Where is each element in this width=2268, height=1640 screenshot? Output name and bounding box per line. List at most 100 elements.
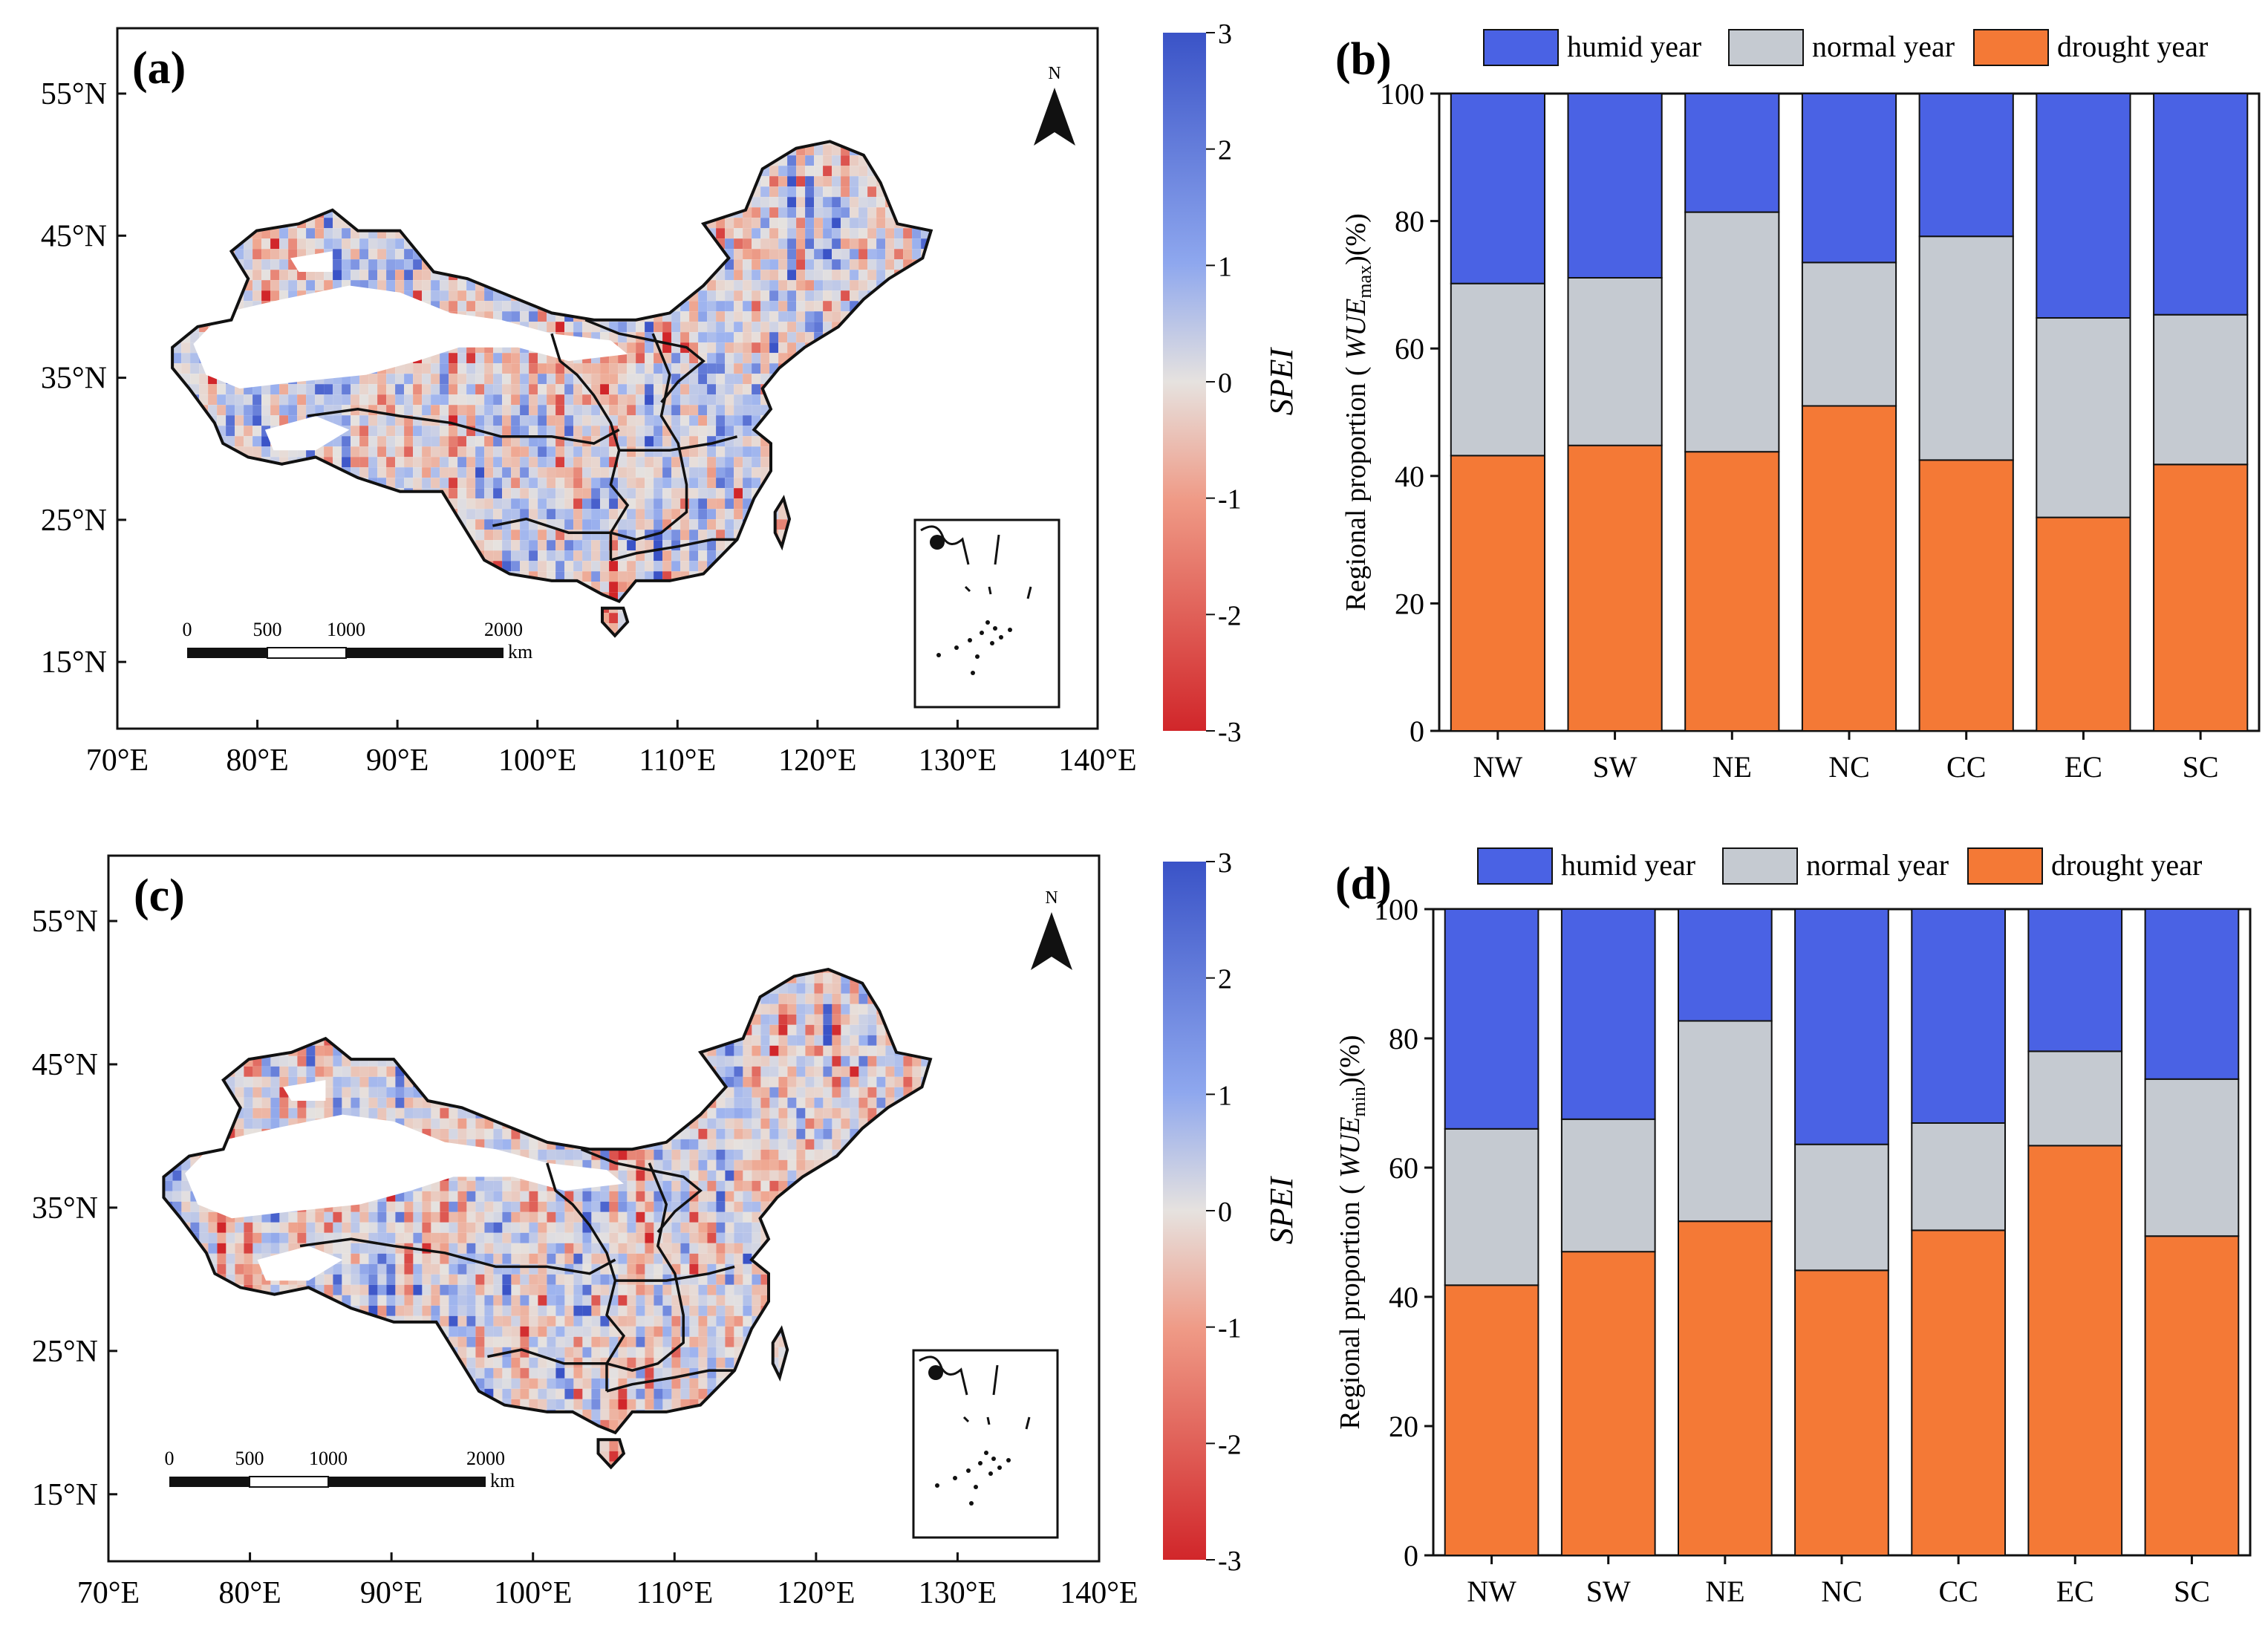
bar-segment-drought-year (1450, 455, 1545, 732)
legend: humid year normal year drought year (1483, 29, 2208, 66)
bar-segment-drought-year (1684, 451, 1780, 732)
region-boundaries (299, 1148, 735, 1393)
bar-segment-normal-year (1567, 277, 1663, 446)
scale-unit: km (490, 1470, 515, 1491)
north-label: N (1048, 64, 1060, 83)
lat-tick-label: 35°N (32, 1191, 98, 1226)
y-tick-label: 80 (1389, 1022, 1418, 1055)
legend-swatch (1728, 29, 1804, 66)
bar-segment-drought-year (1444, 1284, 1539, 1556)
legend-label: humid year (1567, 30, 1701, 63)
scale-label-500: 500 (235, 1448, 264, 1469)
spei-colorbar-gradient (1163, 862, 1206, 1560)
legend-swatch (1722, 847, 1798, 885)
scale-label-1000: 1000 (327, 619, 365, 640)
lon-tick-label: 100°E (494, 1576, 572, 1610)
scale-label-0: 0 (165, 1448, 175, 1469)
x-tick-label: NW (1473, 750, 1523, 784)
bar-segment-humid-year (1444, 908, 1539, 1130)
region-boundaries (307, 319, 738, 562)
bar-segment-humid-year (2153, 93, 2249, 316)
y-tick-label: 0 (1404, 1539, 1418, 1572)
bar-segment-drought-year (2036, 516, 2131, 732)
bar-segment-humid-year (1801, 93, 1897, 264)
bar-segment-humid-year (1450, 93, 1545, 284)
lon-tick-label: 80°E (218, 1576, 281, 1610)
colorbar-tick-label: 1 (1218, 251, 1232, 282)
panel-label: (d) (1337, 859, 1392, 909)
legend-label: normal year (1812, 30, 1955, 63)
scale-unit: km (508, 641, 532, 663)
map-panel-c: (c) 55°N 45°N 35°N 25°N 15°N 70°E 80°E 90°E 100… (32, 854, 1138, 1610)
map-panel-a: (a) 55°N 45°N 35°N 25°N 15°N 70°E 80°E 90°E 100… (41, 27, 1137, 778)
scale-label-1000: 1000 (309, 1448, 348, 1469)
y-axis-label: Regional proportion ( WUEmax)(%) (1340, 213, 1375, 611)
scale-bar: 0 500 1000 2000 km (183, 619, 533, 663)
bar-segment-drought-year (1918, 459, 2014, 732)
scale-label-500: 500 (253, 619, 282, 640)
north-arrow-icon (1031, 912, 1072, 970)
bar-segment-drought-year (2027, 1145, 2123, 1556)
colorbar-tick-label: -1 (1218, 1313, 1242, 1344)
china-outline (171, 140, 933, 638)
bar-segment-normal-year (1918, 235, 2014, 461)
bar-segment-drought-year (1560, 1251, 1656, 1556)
panel-label: (b) (1337, 34, 1392, 85)
colorbar-tick-label: 3 (1218, 19, 1232, 50)
legend: humid year normal year drought year (1477, 847, 2202, 885)
colorbar-c: 3 2 1 0 -1 -2 -3 SPEI (1163, 847, 1300, 1577)
panel-label: (a) (132, 43, 186, 94)
colorbar-tick-label: 1 (1218, 1080, 1232, 1111)
north-label: N (1045, 888, 1058, 908)
lon-tick-label: 130°E (919, 1576, 997, 1610)
bar-segment-humid-year (2036, 93, 2131, 319)
y-tick-label: 0 (1410, 715, 1424, 748)
bar-segment-normal-year (1684, 211, 1780, 453)
lat-tick-label: 55°N (32, 905, 98, 939)
x-tick-label: EC (2056, 1575, 2094, 1608)
lat-tick-label: 45°N (32, 1048, 98, 1082)
legend-swatch (1483, 29, 1559, 66)
lat-tick-label: 25°N (32, 1335, 98, 1369)
lon-tick-label: 130°E (919, 743, 997, 778)
lon-tick-label: 90°E (366, 743, 428, 778)
bar-segment-humid-year (1567, 93, 1663, 279)
bar-segment-normal-year (1794, 1143, 1889, 1272)
colorbar-tick-label: -2 (1218, 1429, 1242, 1460)
south-china-sea-inset (913, 518, 1060, 709)
bar-segment-humid-year (1918, 93, 2014, 238)
legend-label: drought year (2057, 30, 2208, 63)
stacked-bar-chart-d: (d) humid year normal year drought year 0 20 4… (1337, 847, 2252, 1608)
colorbar-tick-label: 2 (1218, 135, 1232, 166)
colorbar-tick-label: 0 (1218, 368, 1232, 399)
bar-segment-normal-year (1444, 1128, 1539, 1286)
colorbar-tick-label: -2 (1218, 600, 1242, 631)
panel-label: (c) (134, 871, 185, 921)
south-china-sea-inset (912, 1349, 1059, 1539)
x-tick-label: SW (1586, 1575, 1631, 1608)
north-arrow-icon (1034, 88, 1075, 146)
bar-segment-normal-year (2144, 1078, 2240, 1237)
colorbar-tick-label: -3 (1218, 1546, 1242, 1577)
colorbar-tick-label: 0 (1218, 1197, 1232, 1228)
no-data-areas (185, 1080, 624, 1281)
lon-tick-label: 140°E (1058, 743, 1136, 778)
bar-segment-normal-year (2027, 1050, 2123, 1147)
bar-segment-normal-year (1911, 1122, 2006, 1231)
bar-segment-drought-year (1911, 1229, 2006, 1557)
y-tick-label: 60 (1395, 332, 1424, 365)
colorbar-title: SPEI (1263, 346, 1300, 415)
lon-tick-label: 110°E (639, 743, 716, 778)
y-tick-label: 20 (1389, 1410, 1418, 1443)
spei-pixel-grid (172, 141, 931, 636)
legend-swatch (1477, 847, 1553, 885)
x-tick-label: SC (2174, 1575, 2210, 1608)
spei-pixel-grid (163, 969, 931, 1468)
colorbar-tick-label: 3 (1218, 847, 1232, 879)
colorbar-title: SPEI (1263, 1175, 1300, 1244)
y-axis-label: Regional proportion ( WUEmin)(%) (1337, 1035, 1369, 1429)
lat-tick-label: 45°N (41, 219, 107, 253)
lat-tick-label: 25°N (41, 504, 107, 538)
bar-segment-humid-year (1560, 908, 1656, 1120)
legend-label: drought year (2051, 848, 2202, 882)
